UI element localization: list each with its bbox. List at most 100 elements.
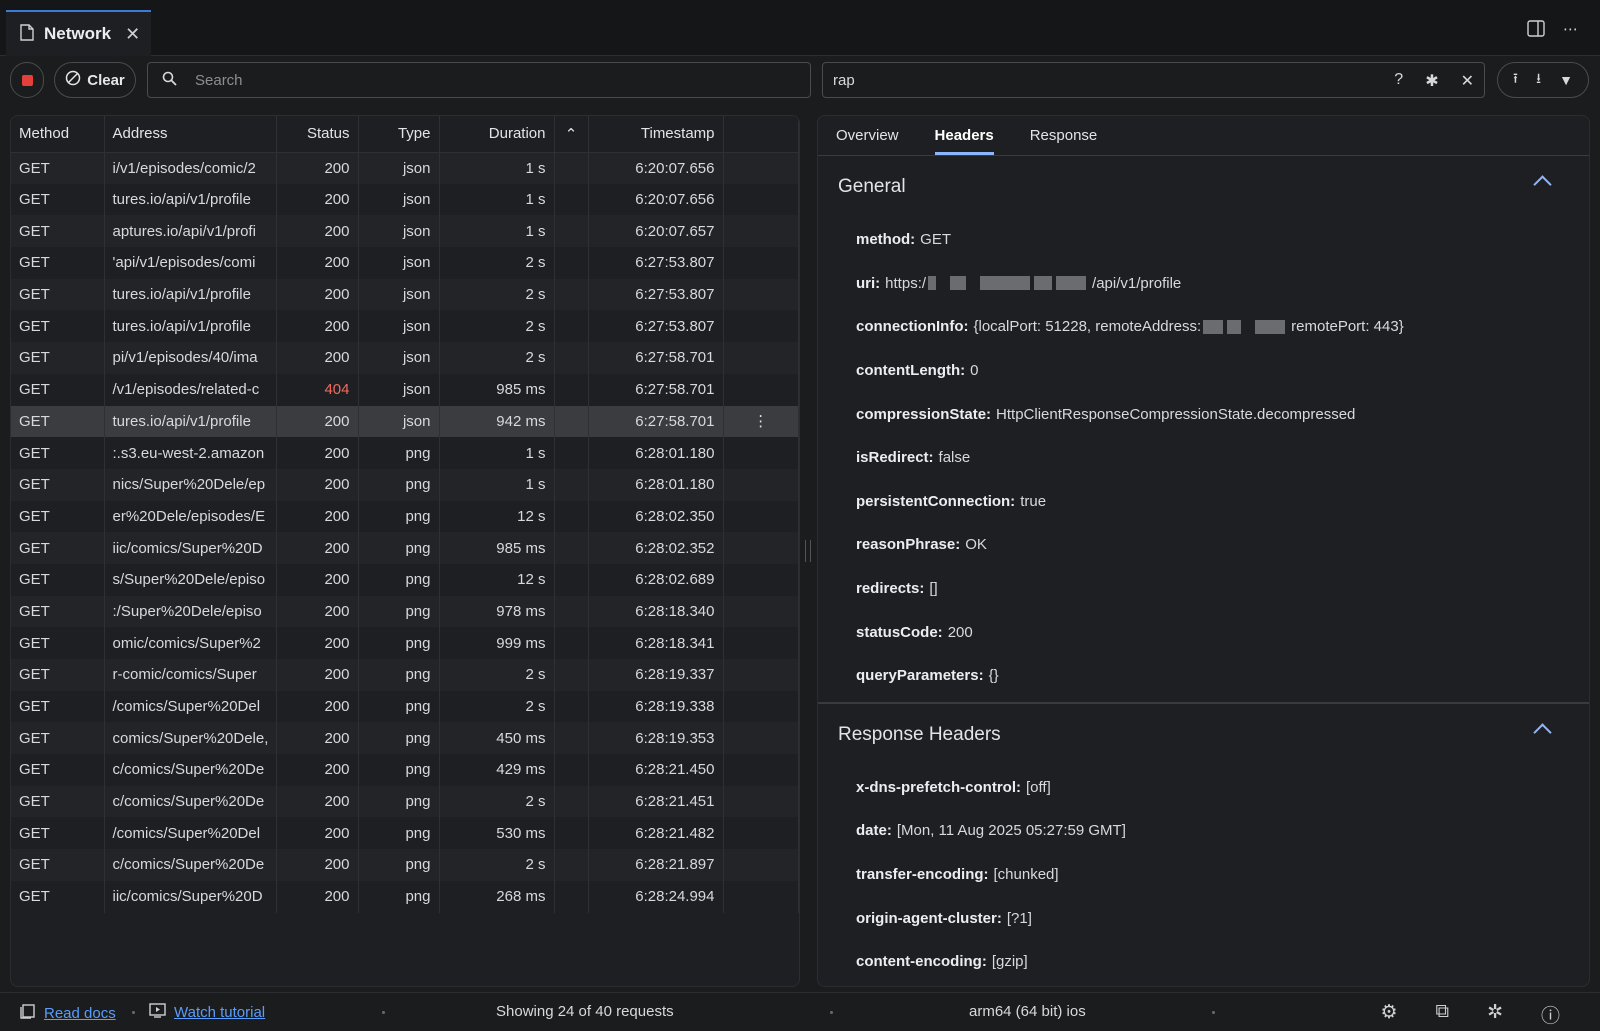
tab-headers[interactable]: Headers xyxy=(934,127,994,155)
row-menu-icon[interactable] xyxy=(723,563,799,596)
table-row[interactable]: GET c/comics/Super%20De 200 png 429 ms 6:28:2… xyxy=(11,754,799,786)
close-icon[interactable]: ✕ xyxy=(125,23,141,44)
row-menu-icon[interactable] xyxy=(723,500,799,533)
row-menu-icon[interactable] xyxy=(723,690,799,723)
table-row[interactable]: GET/comics/Super%20Del 200 png 2 s 6:28:19.3… xyxy=(11,690,799,723)
tab-response[interactable]: Response xyxy=(1029,127,1098,144)
split-view-icon[interactable] xyxy=(1527,20,1545,41)
sort-ascending-icon[interactable]: ⌃ xyxy=(554,116,589,153)
row-menu-icon[interactable] xyxy=(723,278,799,311)
column-method[interactable]: Method xyxy=(11,116,105,153)
table-row[interactable]: GET tures.io/api/v1/profile 200 json 2 s 6:27… xyxy=(11,310,799,343)
table-row[interactable]: GET i/v1/episodes/comic/2 200 json 1 s 6:20:0… xyxy=(11,152,799,184)
header-key: x-dns-prefetch-control: xyxy=(856,778,1021,796)
table-row[interactable]: GET tures.io/api/v1/profile 200 json 942 ms 6… xyxy=(11,405,799,438)
table-row[interactable]: GET'api/v1/episodes/comi 200 json 2 s 6:27:5… xyxy=(11,247,799,279)
row-menu-icon[interactable] xyxy=(723,373,799,406)
cell-type: png xyxy=(358,468,440,501)
extension-icon[interactable]: ⧉ xyxy=(1435,1001,1450,1022)
table-row[interactable]: GET aptures.io/api/v1/profi 200 json 1 s 6:20… xyxy=(11,215,799,248)
table-row[interactable]: GET tures.io/api/v1/profile 200 json 1 s 6:20… xyxy=(11,183,799,216)
table-row[interactable]: GET/v1/episodes/related-c 404 json 985 ms 6:… xyxy=(11,373,799,406)
row-menu-icon[interactable] xyxy=(723,215,799,248)
more-icon[interactable]: ⋯ xyxy=(1563,21,1578,38)
table-row[interactable]: GET nics/Super%20Dele/ep 200 png 1 s 6:28:01.… xyxy=(11,468,799,501)
row-menu-icon[interactable]: ⋮ xyxy=(723,405,799,438)
panel-splitter[interactable] xyxy=(805,540,811,562)
column-duration[interactable]: Duration xyxy=(439,116,555,153)
table-row[interactable]: GET c/comics/Super%20De 200 png 2 s 6:28:21.8… xyxy=(11,849,799,881)
filter-box[interactable]: ? ✱ ✕ xyxy=(822,62,1485,98)
table-row[interactable]: GET/comics/Super%20Del 200 png 530 ms 6:28:2… xyxy=(11,817,799,850)
bug-icon[interactable]: ✲ xyxy=(1487,1002,1503,1023)
table-row[interactable]: GET tures.io/api/v1/profile 200 json 2 s 6:27… xyxy=(11,278,799,311)
search-input[interactable] xyxy=(195,71,755,89)
search-icon xyxy=(162,71,177,90)
row-menu-icon[interactable] xyxy=(723,817,799,850)
table-row[interactable]: GET omic/comics/Super%2 200 png 999 ms 6:28:1… xyxy=(11,627,799,659)
tab-overview[interactable]: Overview xyxy=(836,127,899,144)
row-menu-icon[interactable] xyxy=(723,785,799,818)
row-menu-icon[interactable] xyxy=(723,342,799,374)
cell-method: GET xyxy=(11,437,105,469)
row-menu-icon[interactable] xyxy=(723,627,799,659)
cell-method: GET xyxy=(11,152,105,184)
table-row[interactable]: GET iic/comics/Super%20D 200 png 268 ms 6:28:… xyxy=(11,880,799,913)
close-icon[interactable]: ✕ xyxy=(1460,73,1474,90)
chevron-down-icon[interactable]: ▼ xyxy=(1559,72,1573,88)
cell-method: GET xyxy=(11,722,105,755)
search-box[interactable] xyxy=(147,62,811,98)
table-row[interactable]: GET c/comics/Super%20De 200 png 2 s 6:28:21.4… xyxy=(11,785,799,818)
row-menu-icon[interactable] xyxy=(723,310,799,343)
column-address[interactable]: Address xyxy=(104,116,277,153)
row-menu-icon[interactable] xyxy=(723,437,799,469)
row-menu-icon[interactable] xyxy=(723,880,799,913)
cell-type: json xyxy=(358,342,440,374)
cell-address: /comics/Super%20Del xyxy=(104,690,277,723)
device-arch: arm64 (64 bit) ios xyxy=(969,1003,1086,1020)
row-menu-icon[interactable] xyxy=(723,532,799,564)
regex-icon[interactable]: ✱ xyxy=(1425,73,1439,90)
chevron-up-icon[interactable] xyxy=(1533,175,1552,194)
table-row[interactable]: GET s/Super%20Dele/episo 200 png 12 s 6:28:02… xyxy=(11,563,799,596)
row-menu-icon[interactable] xyxy=(723,468,799,501)
cell-timestamp: 6:28:21.482 xyxy=(588,817,724,850)
clear-button[interactable]: Clear xyxy=(54,62,136,98)
record-button[interactable] xyxy=(10,62,44,98)
row-menu-icon[interactable] xyxy=(723,183,799,216)
table-row[interactable]: GET r-comic/comics/Super 200 png 2 s 6:28:19.… xyxy=(11,659,799,691)
settings-icon[interactable]: ⚙ xyxy=(1380,1002,1398,1023)
help-circle-icon[interactable]: ⓘ xyxy=(1540,1006,1560,1027)
general-section-header[interactable]: General xyxy=(818,156,1589,218)
upload-icon[interactable]: ⭱ xyxy=(1513,70,1518,86)
table-row[interactable]: GET er%20Dele/episodes/E 200 png 12 s 6:28:02… xyxy=(11,500,799,533)
header-key: connectionInfo: xyxy=(856,318,969,336)
table-row[interactable]: GET comics/Super%20Dele, 200 png 450 ms 6:28:… xyxy=(11,722,799,755)
cell-timestamp: 6:28:19.353 xyxy=(588,722,724,755)
help-icon[interactable]: ? xyxy=(1394,71,1404,88)
row-menu-icon[interactable] xyxy=(723,754,799,786)
row-menu-icon[interactable] xyxy=(723,595,799,628)
header-key: compressionState: xyxy=(856,405,992,423)
row-menu-icon[interactable] xyxy=(723,659,799,691)
column-type[interactable]: Type xyxy=(358,116,440,153)
table-row[interactable]: GET:/Super%20Dele/episo 200 png 978 ms 6:28:… xyxy=(11,595,799,628)
table-row[interactable]: GET pi/v1/episodes/40/ima 200 json 2 s 6:27:5… xyxy=(11,342,799,374)
chevron-up-icon[interactable] xyxy=(1533,722,1552,742)
row-menu-icon[interactable] xyxy=(723,722,799,755)
download-icon[interactable]: ⭳ xyxy=(1536,70,1541,86)
watch-tutorial-link[interactable]: Watch tutorial xyxy=(174,1004,266,1021)
table-row[interactable]: GET iic/comics/Super%20D 200 png 985 ms 6:28:… xyxy=(11,532,799,564)
response-headers-section-header[interactable]: Response Headers xyxy=(818,704,1589,766)
row-menu-icon[interactable] xyxy=(723,152,799,184)
column-status[interactable]: Status xyxy=(276,116,359,153)
filter-input[interactable] xyxy=(833,71,1353,89)
column-timestamp[interactable]: Timestamp xyxy=(588,116,724,153)
table-row[interactable]: GET:.s3.eu-west-2.amazon 200 png 1 s 6:28:01… xyxy=(11,437,799,469)
row-menu-icon[interactable] xyxy=(723,849,799,881)
column-actions xyxy=(723,116,799,153)
tab-network[interactable]: Network ✕ xyxy=(6,10,151,56)
read-docs-link[interactable]: Read docs xyxy=(44,1004,116,1022)
cell-timestamp: 6:28:24.994 xyxy=(588,880,724,913)
row-menu-icon[interactable] xyxy=(723,247,799,279)
